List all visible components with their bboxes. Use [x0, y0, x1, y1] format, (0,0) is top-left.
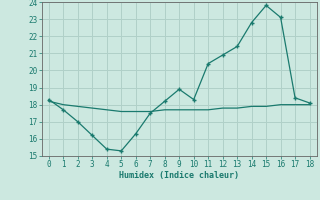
X-axis label: Humidex (Indice chaleur): Humidex (Indice chaleur)	[119, 171, 239, 180]
